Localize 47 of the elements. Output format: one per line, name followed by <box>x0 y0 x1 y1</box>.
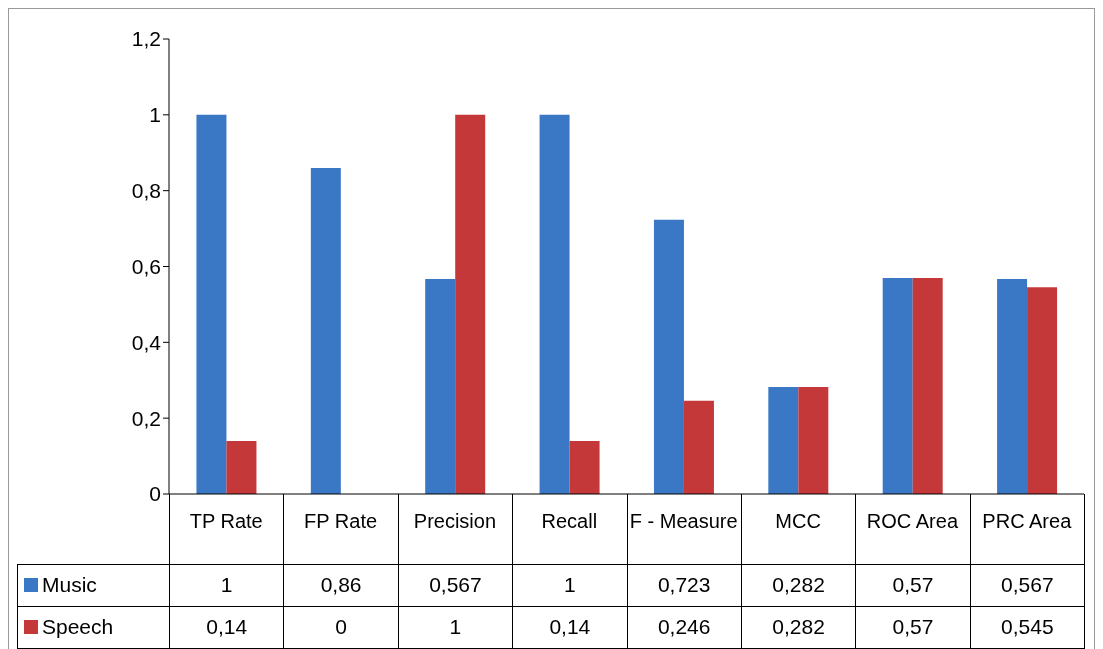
data-label: 0,14 <box>169 606 284 648</box>
bar <box>768 387 799 494</box>
bar <box>1027 287 1058 494</box>
bar <box>997 279 1028 494</box>
data-label: 0,246 <box>627 606 742 648</box>
data-label: 0,567 <box>970 564 1085 606</box>
bar <box>226 440 257 494</box>
data-label: 1 <box>512 564 627 606</box>
data-label: 0 <box>283 606 399 648</box>
bar <box>683 400 714 494</box>
bar <box>196 114 227 494</box>
x-tick-label: FP Rate <box>304 510 378 533</box>
data-label: 0,14 <box>512 606 627 648</box>
bar <box>310 167 341 494</box>
data-label: 1 <box>398 606 513 648</box>
bar <box>882 277 913 494</box>
bar <box>539 114 570 494</box>
bar <box>912 277 943 494</box>
x-tick-label: Recall <box>541 510 598 533</box>
y-tick-label: 0,4 <box>131 330 162 354</box>
x-tick-label: Precision <box>413 510 497 533</box>
data-label: 0,57 <box>855 606 971 648</box>
x-tick-label: TP Rate <box>189 510 263 533</box>
data-label: 0,545 <box>970 606 1085 648</box>
bar <box>569 440 600 494</box>
bar <box>798 387 829 494</box>
y-tick-label: 1,2 <box>131 27 161 51</box>
y-tick-label: 0,6 <box>131 254 161 278</box>
legend-label: Speech <box>42 615 114 638</box>
x-tick-label: MCC <box>775 510 821 533</box>
data-label: 0,567 <box>398 564 513 606</box>
bar <box>653 219 684 494</box>
y-tick-label: 1 <box>149 103 161 127</box>
y-tick-label: 0 <box>149 482 161 506</box>
x-tick-label: ROC Area <box>866 510 959 533</box>
data-label: 0,282 <box>741 564 856 606</box>
y-tick-label: 0,2 <box>131 406 161 430</box>
y-tick-label: 0,8 <box>131 179 161 203</box>
data-label: 0,282 <box>741 606 856 648</box>
bar <box>455 114 486 494</box>
bar <box>425 279 456 494</box>
data-label: 0,86 <box>283 564 399 606</box>
data-label: 0,723 <box>627 564 742 606</box>
data-label: 0,57 <box>855 564 971 606</box>
x-tick-label: PRC Area <box>982 510 1073 533</box>
legend-label: Music <box>42 573 97 596</box>
x-tick-label: F - Measure <box>629 510 738 533</box>
